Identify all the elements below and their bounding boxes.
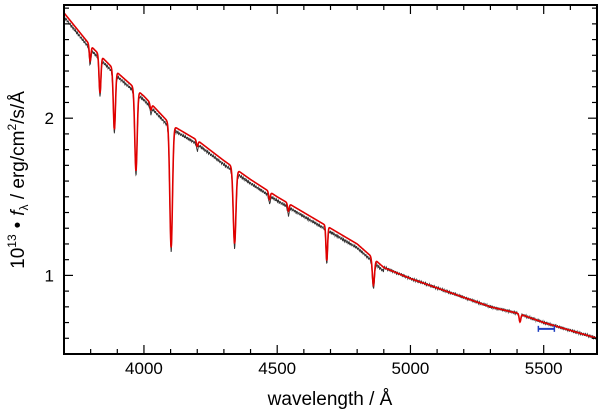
y-axis-label: 1013 • fλ / erg/cm2/s/Å [5, 91, 31, 269]
tick-label-layer: 4000 4500 5000 5500 1 2 [45, 109, 563, 378]
y-label-unit-b: /s/Å [8, 91, 29, 124]
y-label-prefix: 10 [8, 248, 29, 269]
x-axis-label: wavelength / Å [267, 389, 393, 410]
x-tick-label: 5000 [392, 359, 430, 378]
y-label-exponent: 13 [5, 234, 19, 248]
series-line [64, 15, 597, 341]
plot-frame [63, 4, 598, 355]
y-label-subscript: λ [17, 204, 31, 210]
tick-layer [63, 5, 598, 354]
y-label-symbol: f [8, 209, 29, 216]
y-tick-label: 1 [45, 266, 54, 285]
y-label-unit-sup: 2 [5, 124, 19, 131]
series-line [64, 12, 597, 340]
x-tick-label: 5500 [525, 359, 563, 378]
y-label-unit-a: / erg/cm [8, 131, 29, 205]
series-layer [64, 12, 597, 341]
y-label-bullet: • [8, 222, 29, 229]
x-tick-label: 4500 [258, 359, 296, 378]
x-tick-label: 4000 [125, 359, 163, 378]
y-tick-label: 2 [45, 109, 54, 128]
